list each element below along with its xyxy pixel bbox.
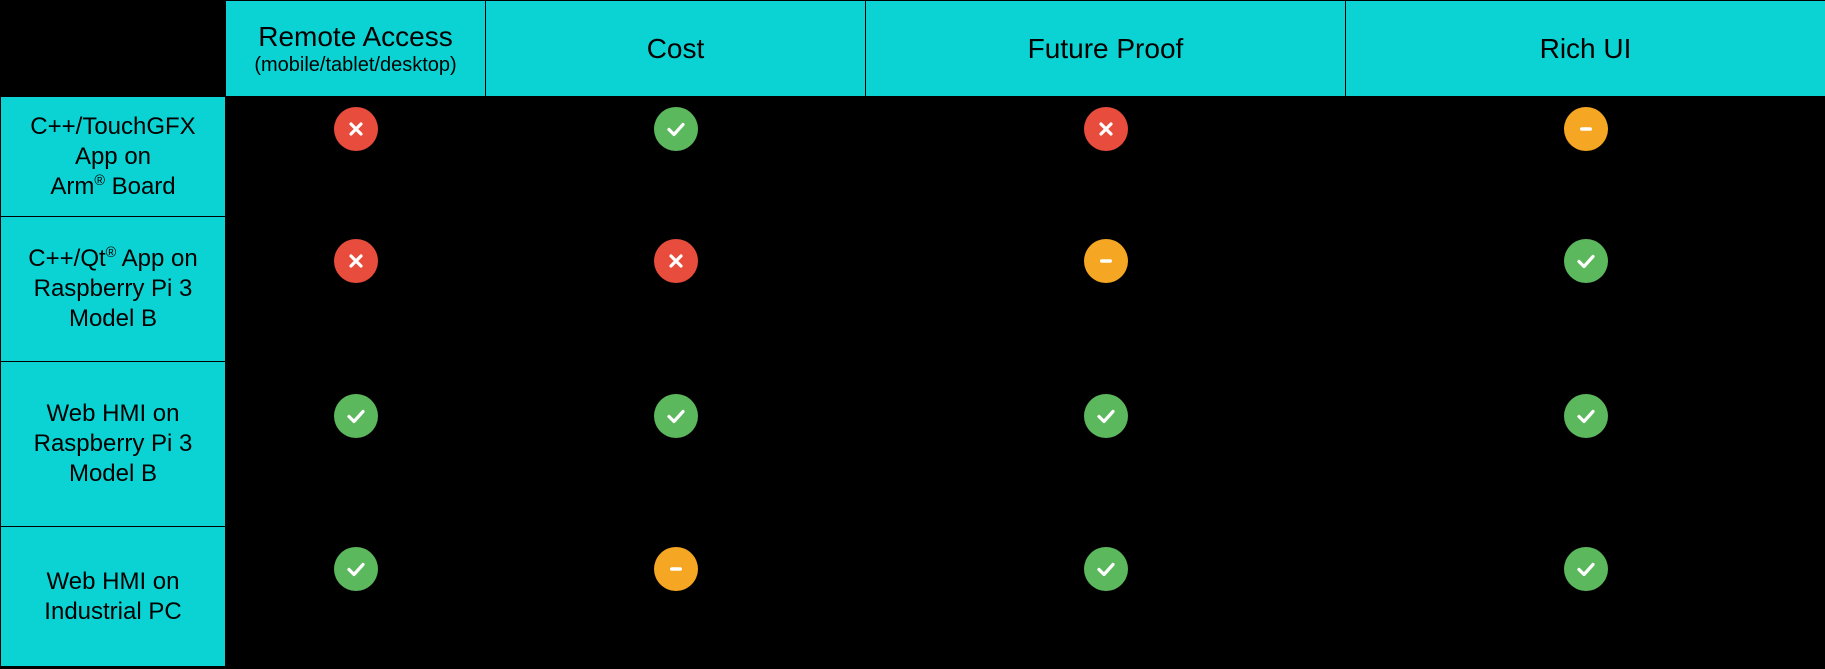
check-icon	[654, 107, 698, 151]
status-cell	[486, 527, 866, 667]
comparison-table: Remote Access(mobile/tablet/desktop) Cost…	[0, 0, 1825, 667]
status-cell	[226, 97, 486, 217]
dash-icon	[1084, 239, 1128, 283]
column-header: Remote Access(mobile/tablet/desktop)	[226, 1, 486, 97]
status-cell	[226, 217, 486, 362]
column-header: Future Proof	[866, 1, 1346, 97]
status-cell	[1346, 217, 1825, 362]
dash-icon	[1564, 107, 1608, 151]
status-cell	[866, 217, 1346, 362]
table-row: C++/Qt® App onRaspberry Pi 3Model B	[1, 217, 1825, 362]
status-cell	[486, 97, 866, 217]
check-icon	[1564, 394, 1608, 438]
cross-icon	[1084, 107, 1128, 151]
table-row: Web HMI onRaspberry Pi 3Model B	[1, 362, 1825, 527]
column-header-label: Cost	[647, 33, 705, 64]
column-header-label: Future Proof	[1028, 33, 1184, 64]
dash-icon	[654, 547, 698, 591]
column-header-label: Rich UI	[1540, 33, 1632, 64]
column-header-sublabel: (mobile/tablet/desktop)	[226, 53, 485, 77]
row-header: C++/Qt® App onRaspberry Pi 3Model B	[1, 217, 226, 362]
check-icon	[1564, 547, 1608, 591]
cross-icon	[334, 107, 378, 151]
status-cell	[486, 217, 866, 362]
status-cell	[1346, 527, 1825, 667]
status-cell	[1346, 97, 1825, 217]
status-cell	[226, 362, 486, 527]
check-icon	[654, 394, 698, 438]
table-body: C++/TouchGFXApp onArm® BoardC++/Qt® App …	[1, 97, 1825, 667]
corner-cell	[1, 1, 226, 97]
row-header: C++/TouchGFXApp onArm® Board	[1, 97, 226, 217]
cross-icon	[654, 239, 698, 283]
cross-icon	[334, 239, 378, 283]
column-header-label: Remote Access	[258, 21, 453, 52]
status-cell	[866, 97, 1346, 217]
check-icon	[1084, 547, 1128, 591]
check-icon	[1564, 239, 1608, 283]
table-row: Web HMI onIndustrial PC	[1, 527, 1825, 667]
status-cell	[866, 527, 1346, 667]
check-icon	[1084, 394, 1128, 438]
header-row: Remote Access(mobile/tablet/desktop) Cost…	[1, 1, 1825, 97]
row-header: Web HMI onIndustrial PC	[1, 527, 226, 667]
status-cell	[1346, 362, 1825, 527]
row-header: Web HMI onRaspberry Pi 3Model B	[1, 362, 226, 527]
status-cell	[866, 362, 1346, 527]
check-icon	[334, 547, 378, 591]
column-header: Cost	[486, 1, 866, 97]
status-cell	[226, 527, 486, 667]
check-icon	[334, 394, 378, 438]
column-header: Rich UI	[1346, 1, 1825, 97]
table-row: C++/TouchGFXApp onArm® Board	[1, 97, 1825, 217]
status-cell	[486, 362, 866, 527]
